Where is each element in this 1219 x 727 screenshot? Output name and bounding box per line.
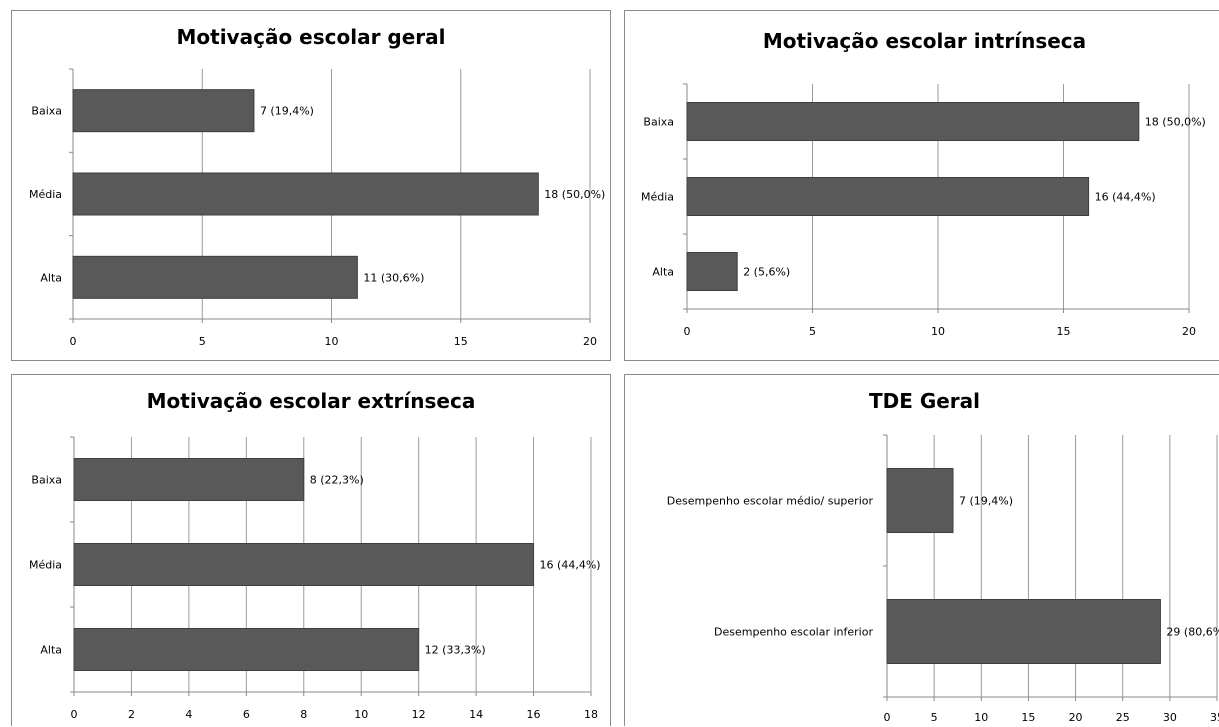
- category-label: Média: [29, 188, 62, 201]
- data-label: 12 (33,3%): [425, 644, 486, 657]
- data-label: 16 (44,4%): [1095, 191, 1156, 204]
- category-label: Alta: [40, 644, 62, 657]
- x-tick-label: 14: [469, 708, 483, 721]
- bar: [886, 468, 954, 533]
- data-label: 29 (80,6%: [1166, 626, 1219, 639]
- bar: [72, 172, 539, 216]
- category-label: Desempenho escolar inferior: [714, 626, 873, 639]
- bar: [73, 628, 420, 671]
- chart-panel-tde: TDE Geral 0 5 10 15 20 25 30 35 Desempenho escol…: [624, 374, 1219, 726]
- chart-title: Motivação escolar extrínseca: [146, 389, 476, 413]
- x-tick-label: 4: [185, 708, 192, 721]
- category-label: Alta: [652, 266, 674, 279]
- x-tick-label: 0: [70, 335, 77, 348]
- x-tick-label: 15: [1021, 711, 1035, 724]
- x-tick-label: 10: [354, 708, 368, 721]
- bar: [72, 89, 255, 133]
- x-tick-label: 0: [884, 711, 891, 724]
- data-label: 18 (50,0%): [544, 188, 605, 201]
- x-tick-label: 5: [809, 325, 816, 338]
- category-label: Desempenho escolar médio/ superior: [667, 495, 874, 508]
- x-tick-label: 15: [454, 335, 468, 348]
- data-label: 7 (19,4%): [260, 105, 314, 118]
- chart-title: Motivação escolar geral: [176, 25, 446, 49]
- x-tick-label: 10: [931, 325, 945, 338]
- data-label: 16 (44,4%): [540, 559, 601, 572]
- category-label: Alta: [40, 271, 62, 284]
- chart-plot: 0 5 10 15 20 25 30 35 Desempenho escolar médio/ …: [667, 434, 1219, 724]
- bar: [686, 177, 1090, 216]
- data-label: 2 (5,6%): [743, 266, 790, 279]
- x-tick-label: 10: [325, 335, 339, 348]
- x-tick-label: 35: [1210, 711, 1219, 724]
- x-tick-label: 25: [1116, 711, 1130, 724]
- bar: [72, 255, 358, 299]
- x-tick-label: 12: [412, 708, 426, 721]
- x-tick-label: 18: [584, 708, 598, 721]
- bar: [73, 543, 535, 586]
- category-label: Média: [29, 559, 62, 572]
- x-tick-label: 5: [931, 711, 938, 724]
- x-tick-label: 20: [583, 335, 597, 348]
- data-label: 7 (19,4%): [959, 495, 1013, 508]
- chart-title: Motivação escolar intrínseca: [762, 29, 1087, 53]
- x-tick-label: 15: [1057, 325, 1071, 338]
- x-tick-label: 2: [128, 708, 135, 721]
- category-label: Baixa: [31, 474, 62, 487]
- bar: [886, 599, 1161, 664]
- x-tick-label: 8: [300, 708, 307, 721]
- bar: [686, 252, 738, 291]
- data-label: 18 (50,0%): [1145, 116, 1206, 129]
- chart-panel-intrinseca: Motivação escolar intrínseca 0 5 10 15 20 Bai…: [624, 10, 1219, 361]
- bar: [73, 458, 305, 501]
- data-label: 8 (22,3%): [310, 474, 364, 487]
- data-label: 11 (30,6%): [363, 271, 424, 284]
- chart-plot: 0 5 10 15 20 Baixa 7 (19,4%) Média 18 (50,0%) Alt…: [29, 68, 605, 348]
- x-tick-label: 16: [527, 708, 541, 721]
- x-tick-label: 20: [1182, 325, 1196, 338]
- x-tick-label: 6: [243, 708, 250, 721]
- chart-title: TDE Geral: [868, 389, 981, 413]
- chart-panel-geral: Motivação escolar geral 0 5 10 15 20 Baixa 7 (…: [11, 10, 611, 361]
- category-label: Baixa: [643, 116, 674, 129]
- bar: [686, 102, 1140, 141]
- chart-plot: 0 5 10 15 20 Baixa 18 (50,0%) Média 16 (44,4%) Al…: [641, 83, 1206, 338]
- category-label: Média: [641, 191, 674, 204]
- x-tick-label: 20: [1069, 711, 1083, 724]
- x-tick-label: 0: [684, 325, 691, 338]
- x-tick-label: 30: [1163, 711, 1177, 724]
- x-tick-label: 5: [199, 335, 206, 348]
- chart-panel-extrinseca: Motivação escolar extrínseca 0 2 4 6 8 10 12 14…: [11, 374, 611, 726]
- chart-plot: 0 2 4 6 8 10 12 14 16 18 Baixa 8 (22,3%) Média 16 (44…: [29, 436, 601, 721]
- x-tick-label: 0: [71, 708, 78, 721]
- category-label: Baixa: [31, 105, 62, 118]
- x-tick-label: 10: [974, 711, 988, 724]
